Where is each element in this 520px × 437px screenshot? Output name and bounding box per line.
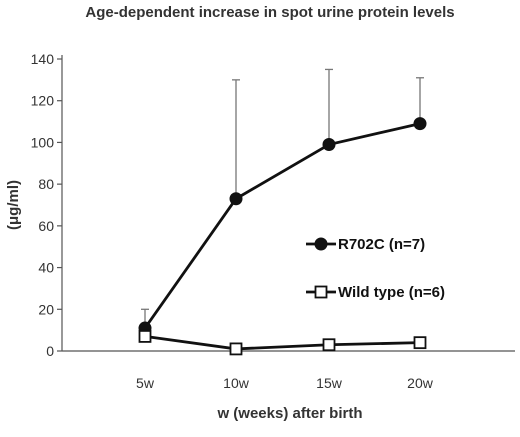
plot-layer: 0 20 40 60 80 100 120 140 5w 10w 15w 20w R702C (n=7)… (31, 51, 515, 391)
wild-type-data-point (229, 342, 243, 356)
r702c-data-point (322, 138, 336, 152)
y-tick-label: 0 (46, 343, 54, 359)
x-tick-label: 15w (316, 375, 343, 391)
y-tick-label: 20 (38, 301, 54, 317)
x-tick-label: 10w (223, 375, 250, 391)
wild-type-data-point (322, 338, 336, 352)
r702c-data-point (413, 117, 427, 131)
y-tick-label: 40 (38, 260, 54, 276)
y-tick-label: 60 (38, 218, 54, 234)
wild-type-data-point (413, 336, 427, 350)
r702c-data-point (229, 192, 243, 206)
y-axis-label: (μg/ml) (5, 180, 22, 230)
x-tick-label: 20w (407, 375, 434, 391)
chart-title: Age-dependent increase in spot urine pro… (85, 4, 454, 21)
r702c-legend-label: R702C (n=7) (338, 236, 425, 253)
y-tick-label: 100 (31, 134, 55, 150)
wild-type-legend-marker (314, 285, 328, 299)
wild-type-legend-label: Wild type (n=6) (338, 284, 445, 301)
x-axis-label: w (weeks) after birth (216, 405, 362, 422)
y-tick-label: 120 (31, 93, 55, 109)
r702c-series-line (143, 122, 421, 329)
y-tick-label: 80 (38, 176, 54, 192)
wild-type-data-point (138, 329, 152, 343)
r702c-legend-marker (314, 237, 328, 251)
y-tick-label: 140 (31, 51, 55, 67)
wild-type-series-line (144, 335, 421, 351)
x-tick-label: 5w (136, 375, 155, 391)
